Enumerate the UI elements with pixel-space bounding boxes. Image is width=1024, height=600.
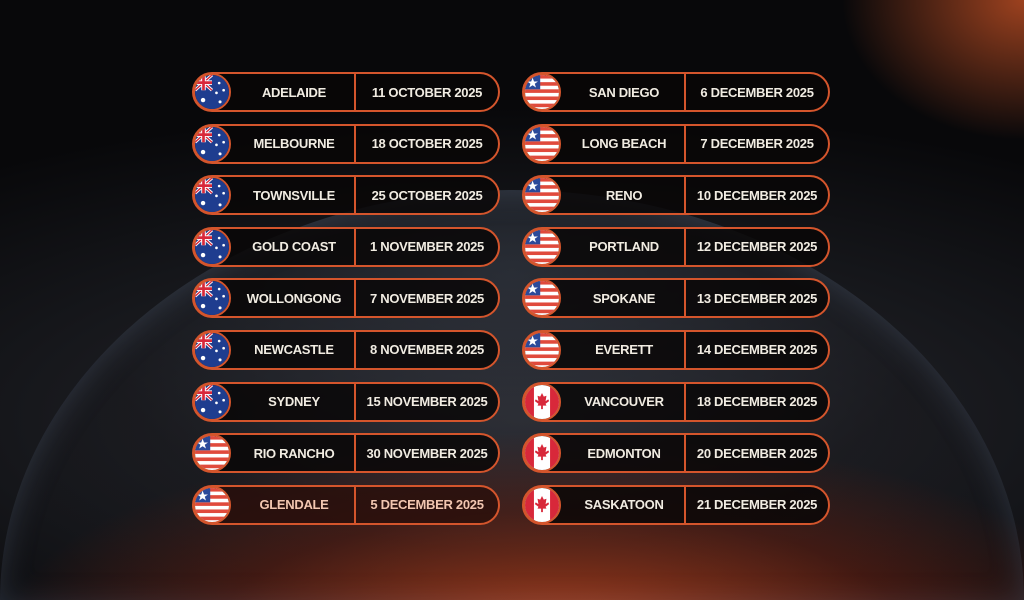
event-date: 5 DECEMBER 2025 (370, 497, 484, 513)
tour-date-row: TOWNSVILLE 25 OCTOBER 2025 (192, 175, 500, 216)
event-date: 30 NOVEMBER 2025 (366, 445, 488, 461)
divider (354, 228, 356, 265)
city-name: LONG BEACH (581, 136, 667, 152)
tour-date-row: SPOKANE 13 DECEMBER 2025 (522, 278, 830, 319)
australia-flag-icon (193, 330, 231, 369)
city-name: WOLLONGONG (246, 290, 342, 306)
tour-date-row: PORTLAND 12 DECEMBER 2025 (522, 226, 830, 267)
usa-flag-icon (523, 330, 561, 369)
event-date: 12 DECEMBER 2025 (696, 239, 818, 255)
divider (684, 280, 686, 317)
tour-date-row: SYDNEY 15 NOVEMBER 2025 (192, 381, 500, 422)
event-date: 18 DECEMBER 2025 (696, 394, 818, 410)
canada-flag-icon (523, 382, 561, 421)
tour-date-row: WOLLONGONG 7 NOVEMBER 2025 (192, 278, 500, 319)
canada-flag-icon (523, 485, 561, 524)
usa-flag-icon (523, 279, 561, 318)
australia-flag-icon (193, 124, 231, 163)
tour-date-row: LONG BEACH 7 DECEMBER 2025 (522, 123, 830, 164)
city-name: NEWCASTLE (254, 342, 334, 358)
tour-date-row: SAN DIEGO 6 DECEMBER 2025 (522, 72, 830, 112)
divider (354, 383, 356, 420)
event-date: 20 DECEMBER 2025 (696, 445, 818, 461)
city-name: GOLD COAST (252, 239, 336, 255)
usa-flag-icon (523, 176, 561, 215)
usa-flag-icon (523, 124, 561, 163)
event-date: 1 NOVEMBER 2025 (370, 239, 484, 255)
city-name: SASKATOON (584, 497, 664, 513)
australia-flag-icon (193, 227, 231, 266)
australia-flag-icon (193, 176, 231, 215)
usa-flag-icon (193, 485, 231, 524)
divider (354, 331, 356, 368)
city-name: VANCOUVER (584, 394, 664, 410)
schedule-column-right: SAN DIEGO 6 DECEMBER 2025 LONG BEACH 7 D… (522, 72, 830, 536)
tour-date-row: NEWCASTLE 8 NOVEMBER 2025 (192, 329, 500, 370)
tour-date-row: SASKATOON 21 DECEMBER 2025 (522, 484, 830, 525)
event-date: 7 NOVEMBER 2025 (370, 290, 484, 306)
city-name: SPOKANE (592, 290, 656, 306)
tour-date-row: GLENDALE 5 DECEMBER 2025 (192, 484, 500, 525)
tour-date-row: RENO 10 DECEMBER 2025 (522, 175, 830, 216)
divider (354, 74, 356, 110)
event-date: 8 NOVEMBER 2025 (370, 342, 484, 358)
event-date: 18 OCTOBER 2025 (371, 136, 483, 152)
event-date: 10 DECEMBER 2025 (696, 187, 818, 203)
australia-flag-icon (193, 73, 231, 111)
event-date: 25 OCTOBER 2025 (371, 187, 483, 203)
divider (354, 435, 356, 472)
divider (684, 228, 686, 265)
schedule-column-left: ADELAIDE 11 OCTOBER 2025 MELBOURNE 18 OC… (192, 72, 500, 536)
usa-flag-icon (193, 434, 231, 473)
event-date: 11 OCTOBER 2025 (371, 84, 483, 100)
event-date: 7 DECEMBER 2025 (700, 136, 814, 152)
australia-flag-icon (193, 279, 231, 318)
tour-date-row: VANCOUVER 18 DECEMBER 2025 (522, 381, 830, 422)
tour-date-row: ADELAIDE 11 OCTOBER 2025 (192, 72, 500, 112)
tour-date-row: EDMONTON 20 DECEMBER 2025 (522, 433, 830, 474)
earth-background (0, 190, 1024, 600)
divider (684, 435, 686, 472)
divider (684, 74, 686, 110)
divider (684, 331, 686, 368)
divider (354, 125, 356, 162)
canada-flag-icon (523, 434, 561, 473)
divider (354, 280, 356, 317)
divider (684, 383, 686, 420)
tour-date-row: EVERETT 14 DECEMBER 2025 (522, 329, 830, 370)
usa-flag-icon (523, 227, 561, 266)
event-date: 21 DECEMBER 2025 (696, 497, 818, 513)
divider (684, 486, 686, 523)
city-name: EDMONTON (587, 445, 661, 461)
tour-date-row: MELBOURNE 18 OCTOBER 2025 (192, 123, 500, 164)
australia-flag-icon (193, 382, 231, 421)
divider (684, 125, 686, 162)
divider (354, 486, 356, 523)
city-name: RENO (605, 187, 643, 203)
city-name: SAN DIEGO (588, 84, 660, 100)
tour-date-row: RIO RANCHO 30 NOVEMBER 2025 (192, 433, 500, 474)
divider (684, 177, 686, 214)
event-date: 13 DECEMBER 2025 (696, 290, 818, 306)
city-name: EVERETT (595, 342, 653, 358)
city-name: RIO RANCHO (253, 445, 335, 461)
city-name: GLENDALE (259, 497, 329, 513)
event-date: 6 DECEMBER 2025 (700, 84, 814, 100)
usa-flag-icon (523, 73, 561, 111)
event-date: 14 DECEMBER 2025 (696, 342, 818, 358)
city-name: ADELAIDE (261, 84, 327, 100)
city-name: TOWNSVILLE (253, 187, 335, 203)
divider (354, 177, 356, 214)
city-name: SYDNEY (268, 394, 320, 410)
event-date: 15 NOVEMBER 2025 (366, 394, 488, 410)
city-name: MELBOURNE (253, 136, 335, 152)
tour-date-row: GOLD COAST 1 NOVEMBER 2025 (192, 226, 500, 267)
city-name: PORTLAND (589, 239, 659, 255)
